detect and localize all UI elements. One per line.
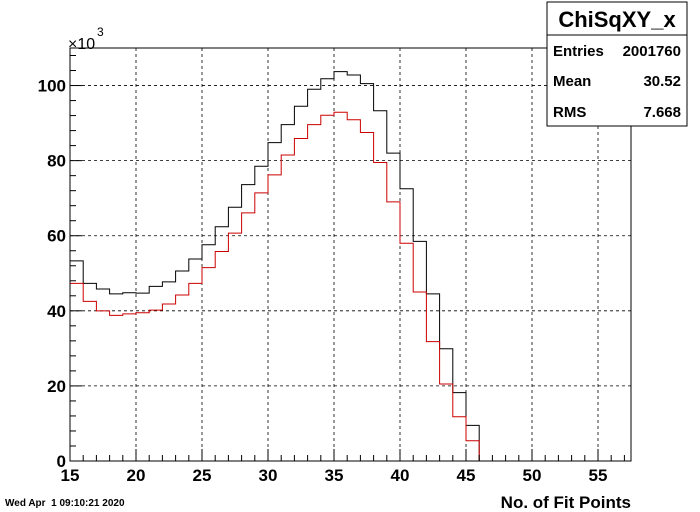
x-tick-label: 20 <box>127 466 146 485</box>
stats-box-frame <box>546 1 688 127</box>
y-tick-label: 20 <box>47 377 66 396</box>
y-tick-label: 0 <box>57 452 66 471</box>
stats-mean-label: Mean <box>553 73 591 90</box>
stats-entries-value: 2001760 <box>623 43 681 60</box>
stats-box: ChiSqXY_x Entries 2001760 Mean 30.52 RMS… <box>546 1 688 127</box>
axis-ticks <box>69 55 625 462</box>
grid-lines <box>70 48 631 461</box>
x-tick-label: 40 <box>391 466 410 485</box>
x-tick-label: 55 <box>589 466 608 485</box>
timestamp-label: Wed Apr 1 09:10:21 2020 <box>5 498 125 509</box>
y-tick-label: 60 <box>47 227 66 246</box>
stats-rms-value: 7.668 <box>643 104 681 121</box>
y-exponent-power: 3 <box>97 25 104 39</box>
histogram-series <box>70 71 532 462</box>
y-tick-label: 80 <box>47 152 66 171</box>
y-exponent-base: ×10 <box>68 36 95 53</box>
y-tick-label: 100 <box>38 77 66 96</box>
x-tick-label: 45 <box>457 466 476 485</box>
x-tick-label: 30 <box>259 466 278 485</box>
y-tick-label: 40 <box>47 302 66 321</box>
x-axis-title: No. of Fit Points <box>501 493 631 512</box>
stats-rms-label: RMS <box>553 104 586 121</box>
stats-mean-value: 30.52 <box>643 73 681 90</box>
stats-entries-label: Entries <box>553 43 604 60</box>
x-tick-label: 25 <box>193 466 212 485</box>
x-tick-label: 15 <box>61 466 80 485</box>
histogram-series-red <box>70 111 532 462</box>
x-tick-label: 35 <box>325 466 344 485</box>
tick-labels: 15 20 25 30 35 40 45 50 55 0 20 40 60 80 100 <box>38 77 608 485</box>
stats-title: ChiSqXY_x <box>558 7 676 32</box>
plot-frame <box>69 47 632 462</box>
histogram-series-black <box>70 71 532 462</box>
x-tick-label: 50 <box>523 466 542 485</box>
